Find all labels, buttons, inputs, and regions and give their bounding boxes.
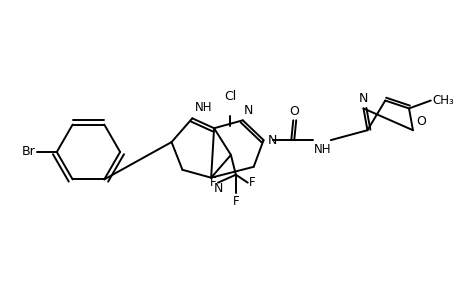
Text: Br: Br xyxy=(21,146,35,158)
Text: N: N xyxy=(267,134,276,147)
Text: CH₃: CH₃ xyxy=(432,94,453,107)
Text: NH: NH xyxy=(195,101,213,114)
Text: N: N xyxy=(243,104,252,117)
Text: Cl: Cl xyxy=(224,89,236,103)
Text: F: F xyxy=(209,176,216,189)
Text: F: F xyxy=(248,176,255,189)
Text: O: O xyxy=(289,105,298,118)
Text: NH: NH xyxy=(313,143,331,156)
Text: O: O xyxy=(415,115,425,128)
Text: F: F xyxy=(232,194,239,208)
Text: N: N xyxy=(213,182,223,195)
Text: N: N xyxy=(358,92,367,106)
